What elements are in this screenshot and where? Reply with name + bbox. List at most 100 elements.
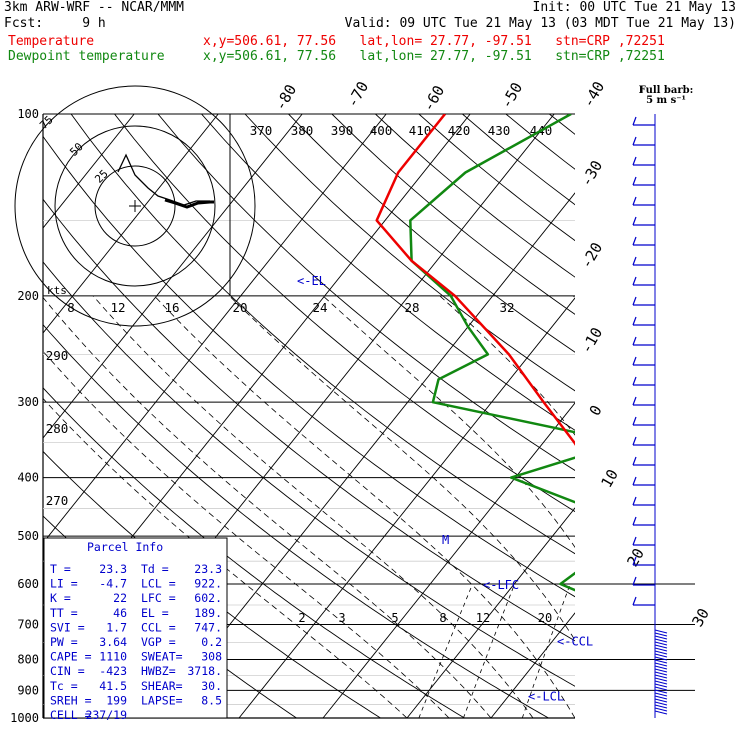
wind-barb-low — [654, 665, 668, 670]
parcel-label: EL = — [141, 606, 169, 620]
pressure-tick-label: 400 — [17, 471, 39, 485]
dry-adiabat — [680, 114, 740, 731]
parcel-label: LCL = — [141, 577, 176, 591]
pressure-tick-label: 900 — [17, 683, 39, 697]
wind-barb-flag — [632, 436, 637, 446]
level-marker: <-LFC — [483, 578, 519, 592]
dry-adiabat — [244, 114, 575, 392]
isotherm-line — [322, 402, 575, 718]
dry-adiabat — [462, 114, 575, 206]
wind-barb-flag — [632, 576, 637, 586]
parcel-value: 3718. — [187, 664, 222, 678]
isotherm-line — [406, 507, 575, 718]
wind-barb-flag — [632, 116, 637, 126]
parcel-value: 8.5 — [201, 693, 222, 707]
wind-barb-flag — [632, 536, 637, 546]
wind-barb-low — [654, 662, 668, 667]
parcel-value: -4.7 — [99, 577, 127, 591]
parcel-value: 0.2 — [201, 635, 222, 649]
hodograph-ring — [14, 85, 256, 327]
wind-barb-low — [654, 644, 668, 649]
isotherm-label: 10 — [597, 466, 622, 491]
pressure-tick-label: 700 — [17, 617, 39, 631]
theta-label: 420 — [448, 123, 471, 138]
parcel-value: 747. — [194, 620, 222, 634]
hodograph-ring — [94, 165, 176, 247]
moist-adiabat — [697, 296, 740, 718]
theta-label: 290 — [46, 348, 69, 363]
wind-barb-low — [654, 659, 668, 664]
wind-barb-flag — [632, 276, 637, 286]
parcel-value: -423 — [99, 664, 127, 678]
wind-barb-flag — [632, 396, 637, 406]
wind-barb-low — [654, 653, 668, 658]
level-marker: <-LCL — [528, 690, 564, 704]
wind-barb-flag — [632, 156, 637, 166]
parcel-label: SREH = — [50, 693, 92, 707]
parcel-value: 22 — [113, 591, 127, 605]
moist-adiabat — [92, 295, 534, 718]
dry-adiabat — [593, 114, 740, 731]
mixing-ratio-label: 12 — [476, 611, 490, 625]
wind-barb-low — [654, 638, 668, 643]
pressure-tick-label: 200 — [17, 289, 39, 303]
wind-barb-flag — [632, 296, 637, 306]
dry-adiabat — [331, 114, 575, 315]
parcel-value: 602. — [194, 591, 222, 605]
dry-adiabat — [70, 114, 575, 555]
temperature-legend-label: Temperature — [8, 34, 95, 49]
dry-adiabat — [201, 114, 575, 431]
parcel-value: 1110 — [99, 650, 127, 664]
wind-barb-flag — [632, 216, 637, 226]
mixing-ratio-line — [463, 583, 516, 718]
dry-adiabat — [43, 135, 575, 598]
wind-barb-low — [654, 650, 668, 655]
dry-adiabat — [157, 114, 575, 471]
theta-label: 400 — [370, 123, 393, 138]
parcel-label: CELL = — [50, 708, 92, 722]
pressure-tick-label: 300 — [17, 395, 39, 409]
parcel-label: Tc = — [50, 679, 78, 693]
speed-axis-label: 32 — [499, 300, 514, 315]
wind-barb-low — [654, 635, 668, 640]
wind-barb-flag — [632, 496, 637, 506]
parcel-label: K = — [50, 591, 71, 605]
wind-barb-low — [654, 629, 668, 634]
parcel-label: HWBZ= — [141, 664, 176, 678]
wind-barb-low — [654, 641, 668, 646]
header-line2-left: Fcst: 9 h — [4, 16, 106, 31]
isotherm-line — [43, 114, 303, 439]
dewpoint-legend-label: Dewpoint temperature — [8, 49, 165, 64]
isotherm-label: -60 — [419, 82, 448, 114]
parcel-value: 41.5 — [99, 679, 127, 693]
wind-barb-low — [654, 680, 668, 685]
hodograph-unit: kts — [47, 284, 67, 297]
parcel-value: 922. — [194, 577, 222, 591]
wind-barb-low — [654, 671, 668, 676]
parcel-value: 199 — [106, 693, 127, 707]
parcel-label: T = — [50, 562, 71, 576]
mixing-ratio-label: 5 — [391, 611, 398, 625]
hodograph-ring-label: 25 — [92, 167, 111, 186]
parcel-value: 46 — [113, 606, 127, 620]
pressure-tick-label: 500 — [17, 529, 39, 543]
dry-adiabat — [43, 324, 550, 718]
theta-label: 270 — [46, 493, 69, 508]
wind-barb-flag — [632, 356, 637, 366]
isotherm-label: -80 — [271, 81, 300, 113]
parcel-label: LFC = — [141, 591, 176, 605]
parcel-label: SWEAT= — [141, 650, 183, 664]
mixing-ratio-label: 3 — [338, 611, 345, 625]
parcel-label: TT = — [50, 606, 78, 620]
wind-barb-flag — [632, 176, 637, 186]
dry-adiabat — [288, 114, 575, 353]
speed-axis-label: 8 — [67, 300, 75, 315]
wind-barb-flag — [632, 316, 637, 326]
speed-axis-label: 12 — [110, 300, 125, 315]
parcel-value: 237/19 — [85, 708, 127, 722]
mixing-ratio-label: 2 — [298, 611, 305, 625]
level-marker: <-CCL — [557, 634, 593, 648]
wind-barb-flag — [632, 516, 637, 526]
temperature-line — [375, 114, 575, 446]
